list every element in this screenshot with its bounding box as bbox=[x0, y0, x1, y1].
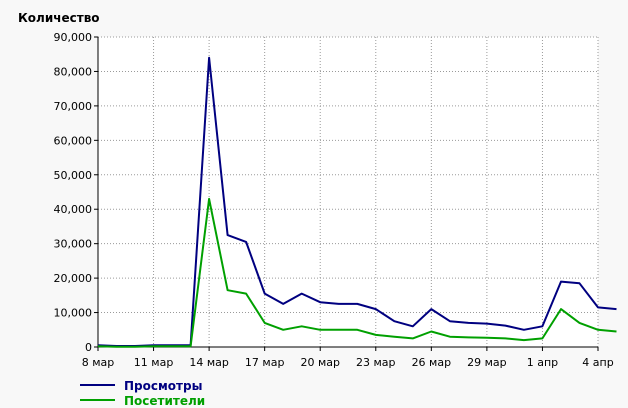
series bbox=[97, 56, 617, 348]
y-tick-label: 80,000 bbox=[54, 65, 93, 78]
y-tick-label: 50,000 bbox=[54, 169, 93, 182]
y-tick-labels: 0 10,000 20,000 30,000 40,000 50,000 60,000 70,… bbox=[54, 31, 93, 354]
x-tick-label: 20 мар bbox=[300, 356, 340, 369]
y-tick-label: 90,000 bbox=[54, 31, 93, 44]
x-tick-label: 8 мар bbox=[82, 356, 115, 369]
y-tick-label: 70,000 bbox=[54, 100, 93, 113]
y-tick-label: 10,000 bbox=[54, 307, 93, 320]
y-tick-label: 40,000 bbox=[54, 203, 93, 216]
x-tick-label: 17 мар bbox=[245, 356, 285, 369]
series-line-1 bbox=[97, 197, 617, 348]
x-tick-label: 14 мар bbox=[189, 356, 229, 369]
plot-area bbox=[98, 37, 598, 347]
y-tick-label: 0 bbox=[85, 341, 92, 354]
x-tick-label: 1 апр bbox=[527, 356, 558, 369]
grid bbox=[97, 36, 599, 347]
x-tick-label: 11 мар bbox=[134, 356, 174, 369]
y-tick-label: 30,000 bbox=[54, 238, 93, 251]
y-tick-label: 20,000 bbox=[54, 272, 93, 285]
legend-label-visitors: Посетители bbox=[124, 394, 205, 408]
y-axis-title: Количество bbox=[18, 11, 100, 25]
y-tick-label: 60,000 bbox=[54, 134, 93, 147]
x-tick-label: 26 мар bbox=[412, 356, 452, 369]
legend-label-views: Просмотры bbox=[124, 379, 202, 393]
x-tick-label: 23 мар bbox=[356, 356, 396, 369]
x-tick-label: 4 апр bbox=[582, 356, 613, 369]
x-tick-labels: 8 мар 11 мар 14 мар 17 мар 20 мар 23 мар 26 ма… bbox=[82, 356, 614, 369]
legend: Просмотры Посетители bbox=[80, 379, 205, 408]
x-tick-label: 29 мар bbox=[467, 356, 507, 369]
